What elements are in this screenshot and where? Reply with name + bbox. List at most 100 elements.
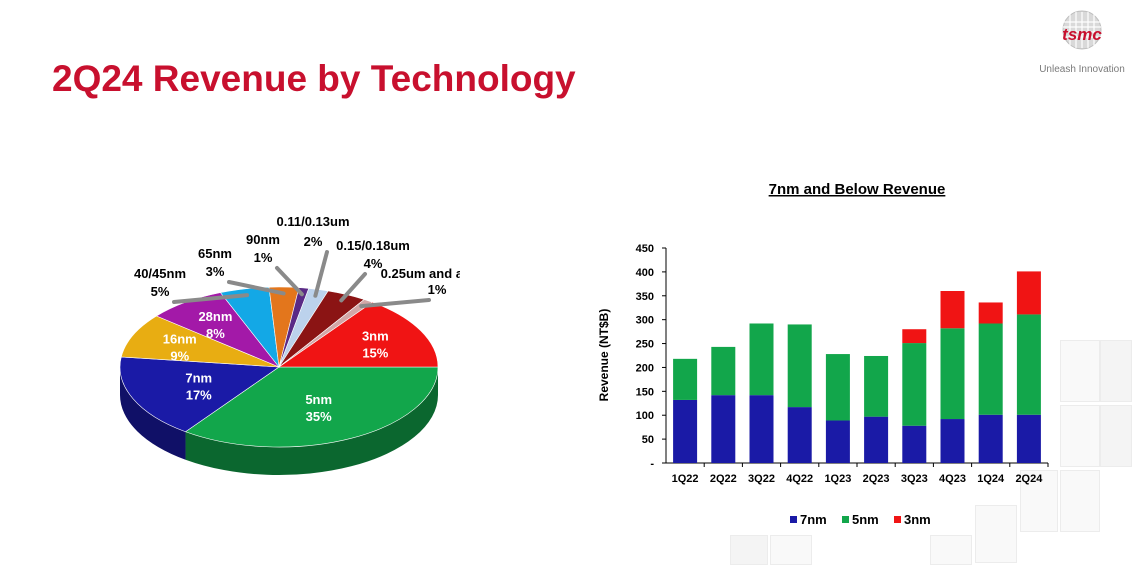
y-tick-label: 400 (636, 267, 654, 279)
y-tick-label: - (650, 458, 654, 470)
legend-swatch (894, 516, 901, 523)
logo-wafer (1062, 10, 1102, 50)
bar-segment-7nm (749, 395, 774, 463)
pie-slice (120, 315, 280, 368)
pie-leader-line (339, 272, 367, 303)
legend-swatch (842, 516, 849, 523)
y-axis-label: Revenue (NT$B) (597, 309, 611, 402)
y-tick-label: 250 (636, 339, 654, 351)
x-tick-label: 2Q23 (863, 473, 890, 485)
bar-segment-7nm (787, 407, 812, 463)
pie-percent-label: 17% (186, 387, 212, 402)
x-tick-label: 3Q23 (901, 473, 928, 485)
pie-label: 16nm (163, 331, 197, 346)
revenue-bar-chart: 7nm and Below Revenue Revenue (NT$B) - 50… (597, 181, 1049, 527)
pie-label: 0.25um and above (381, 266, 460, 281)
pie-percent-label: 5% (151, 284, 170, 299)
technology-pie-chart: 5nm 35% 7nm 17% 16nm 9% 28nm 8% 40/45nm 5% 65nm 3% 9… (119, 214, 460, 475)
pie-slice-side (120, 367, 186, 460)
bar-segment-7nm (864, 416, 889, 463)
bar-segment-3nm (978, 302, 1003, 324)
bar-segment-7nm (940, 419, 965, 463)
pie-percent-label: 9% (170, 348, 189, 363)
x-tick-label: 4Q23 (939, 473, 966, 485)
bar-segment-7nm (902, 425, 927, 463)
chart-legend: 7nm 5nm 3nm (790, 512, 931, 527)
bar-segment-7nm (673, 399, 698, 463)
pie-leader-line (359, 298, 431, 309)
background-tile (1060, 405, 1100, 467)
x-tick-label: 2Q22 (710, 473, 737, 485)
x-tick-label: 1Q22 (672, 473, 699, 485)
pie-label: 5nm (305, 392, 332, 407)
background-tile (1060, 470, 1100, 532)
bar-segment-5nm (711, 346, 736, 396)
bar-segment-5nm (673, 358, 698, 400)
pie-label: 28nm (198, 309, 232, 324)
pie-leader-line (275, 266, 304, 297)
y-tick-label: 300 (636, 315, 654, 327)
pie-percent-label: 1% (428, 282, 447, 297)
background-tile (975, 505, 1017, 563)
pie-slice (184, 366, 439, 448)
pie-percent-label: 15% (362, 345, 388, 360)
pie-leader-line (227, 280, 286, 296)
chart-title: 7nm and Below Revenue (769, 181, 946, 198)
pie-label: 90nm (246, 232, 280, 247)
background-tile (1100, 340, 1132, 402)
pie-slice-side (185, 367, 438, 475)
pie-label: 0.15/0.18um (336, 238, 410, 253)
pie-percent-label: 1% (254, 250, 273, 265)
bar-segment-3nm (1016, 271, 1041, 315)
pie-label: 7nm (185, 370, 212, 385)
legend-swatch (790, 516, 797, 523)
bar-segment-5nm (864, 355, 889, 417)
bar-segment-5nm (787, 324, 812, 408)
x-tick-label: 4Q22 (786, 473, 813, 485)
bar-segment-5nm (940, 328, 965, 420)
pie-slice (119, 356, 280, 433)
background-tile (1100, 405, 1132, 467)
pie-percent-label: 35% (306, 409, 332, 424)
y-tick-label: 150 (636, 386, 654, 398)
x-tick-label: 1Q23 (824, 473, 851, 485)
bar-segment-5nm (825, 354, 850, 421)
logo-text: tsmc (1062, 25, 1102, 44)
x-tick-label: 3Q22 (748, 473, 775, 485)
pie-leader-line (172, 293, 250, 304)
bar-segment-5nm (902, 343, 927, 426)
pie-label: 3nm (362, 328, 389, 343)
legend-label: 3nm (904, 512, 931, 527)
bar-segment-5nm (1016, 314, 1041, 415)
bar-segment-7nm (825, 420, 850, 463)
tsmc-logo: tsmc (1062, 10, 1102, 50)
bar-segment-5nm (978, 323, 1003, 415)
page-title: 2Q24 Revenue by Technology (52, 58, 576, 99)
pie-label: 0.11/0.13um (277, 214, 350, 229)
y-tick-label: 350 (636, 291, 654, 303)
y-tick-label: 50 (642, 434, 654, 446)
y-tick-label: 450 (636, 243, 654, 255)
bar-segment-7nm (711, 395, 736, 463)
pie-label: 65nm (198, 246, 232, 261)
y-tick-label: 200 (636, 362, 654, 374)
bar-segment-5nm (749, 323, 774, 396)
pie-leader-line (313, 250, 329, 298)
pie-percent-label: 8% (206, 326, 225, 341)
background-tile (1060, 340, 1100, 402)
bar-segment-7nm (978, 414, 1003, 463)
legend-label: 7nm (800, 512, 827, 527)
x-tick-label: 1Q24 (977, 473, 1005, 485)
tagline: Unleash Innovation (1039, 64, 1125, 75)
x-tick-label: 2Q24 (1015, 473, 1043, 485)
pie-percent-label: 3% (206, 264, 225, 279)
bar-segment-7nm (1016, 414, 1041, 463)
pie-label: 40/45nm (134, 266, 186, 281)
background-tile (770, 535, 812, 565)
pie-percent-label: 4% (364, 256, 383, 271)
bar-segment-3nm (902, 329, 927, 344)
legend-label: 5nm (852, 512, 879, 527)
pie-percent-label: 2% (304, 234, 323, 249)
bar-segment-3nm (940, 291, 965, 329)
background-tile (1020, 470, 1058, 532)
